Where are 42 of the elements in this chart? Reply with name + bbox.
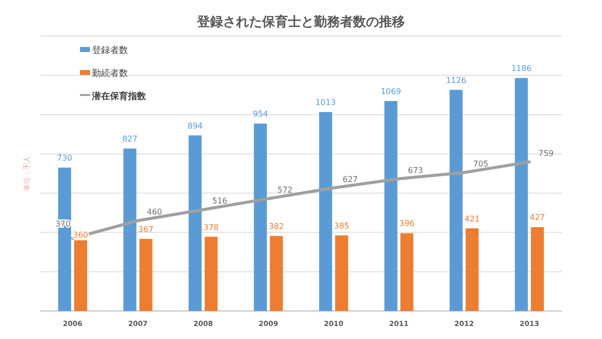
data-label: 759 (538, 148, 554, 158)
bar (530, 227, 544, 311)
data-label: 705 (473, 160, 488, 169)
data-label: 572 (277, 186, 293, 195)
data-label: 396 (399, 219, 415, 228)
data-label: 421 (464, 214, 480, 224)
data-label: 827 (122, 134, 138, 144)
legend-label: 勤続者数 (92, 68, 128, 79)
data-label: 673 (408, 166, 424, 175)
legend-label: 潜在保育指数 (91, 90, 147, 102)
data-label: 627 (342, 174, 358, 184)
data-label: 382 (268, 222, 284, 231)
data-label: 1013 (315, 98, 336, 108)
bar (514, 78, 528, 311)
bar (319, 112, 332, 311)
bar (204, 236, 218, 311)
data-label: 954 (252, 110, 268, 119)
bar (335, 235, 348, 311)
bar (123, 148, 136, 311)
data-label: 460 (146, 208, 162, 217)
data-label: 1126 (446, 76, 466, 85)
chart-title: 登録された保育士と勤務者数の推移 (196, 14, 405, 30)
bar (139, 238, 152, 311)
bar (254, 124, 267, 311)
data-label: 367 (138, 224, 154, 234)
bar (270, 236, 283, 311)
data-label: 1186 (511, 64, 532, 74)
data-label: 378 (203, 222, 219, 232)
data-label: 516 (212, 196, 228, 206)
data-label: 385 (334, 221, 350, 230)
bar (188, 135, 202, 311)
bar (466, 228, 479, 311)
data-label: 427 (530, 213, 546, 222)
data-label: 730 (56, 154, 72, 163)
bar (74, 240, 88, 311)
bar (450, 90, 463, 311)
bar (384, 101, 398, 311)
data-label: 894 (187, 121, 203, 130)
data-label: 1069 (380, 87, 402, 96)
bar (400, 233, 414, 311)
bar (58, 168, 72, 311)
legend-label: 登録者数 (92, 45, 128, 56)
